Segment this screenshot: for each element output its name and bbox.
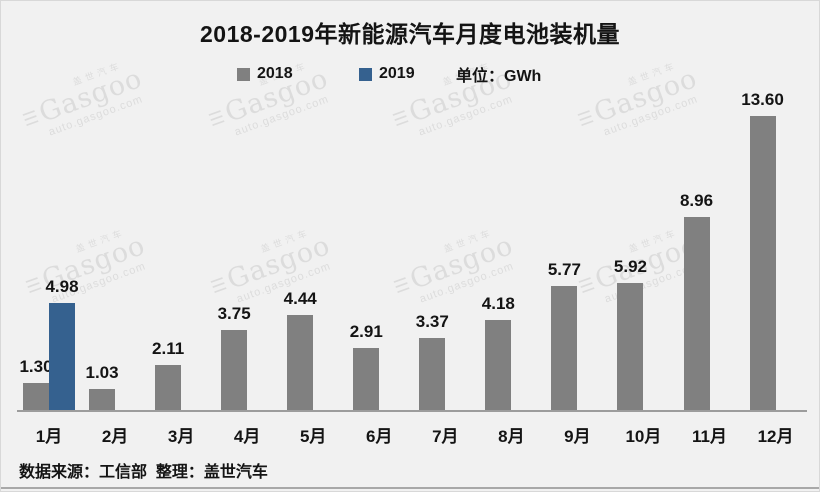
month-label-9月: 9月 bbox=[564, 427, 591, 446]
gasgoo-logo-icon: ☰Gasgoo bbox=[20, 63, 147, 132]
month-label-4月: 4月 bbox=[233, 427, 261, 446]
bar-2018-12月 bbox=[749, 116, 776, 411]
gasgoo-watermark: 盖世汽车 ☰Gasgoo auto.gasgoo.com bbox=[2, 217, 169, 318]
bar-2018-2月 bbox=[89, 389, 116, 411]
legend-label-2019: 2019 bbox=[379, 65, 415, 82]
month-label-6月: 6月 bbox=[366, 427, 393, 446]
value-label-2019-1月: 4.98 bbox=[45, 277, 79, 296]
value-label-2018-6月: 2.91 bbox=[349, 322, 383, 341]
bottom-border bbox=[1, 487, 819, 489]
value-label-2018-10月: 5.92 bbox=[613, 257, 647, 276]
legend-swatch-2018-icon bbox=[237, 67, 250, 81]
month-label-1月: 1月 bbox=[35, 427, 63, 446]
value-label-2018-1月: 1.30 bbox=[19, 357, 53, 376]
watermark-url-text: auto.gasgoo.com bbox=[418, 259, 516, 306]
watermark-cn-text: 盖世汽车 bbox=[626, 60, 679, 88]
month-label-8月: 8月 bbox=[498, 427, 525, 446]
gasgoo-watermark: 盖世汽车 ☰Gasgoo auto.gasgoo.com bbox=[187, 217, 354, 318]
bar-2018-3月 bbox=[155, 365, 182, 411]
bar-2018-7月 bbox=[419, 338, 446, 411]
month-label-5月: 5月 bbox=[299, 427, 327, 446]
value-label-2018-2月: 1.03 bbox=[85, 363, 119, 382]
value-label-2018-7月: 3.37 bbox=[415, 312, 449, 331]
source-note: 数据来源：工信部 整理：盖世汽车 bbox=[19, 464, 268, 481]
bar-2018-6月 bbox=[353, 348, 380, 411]
gasgoo-logo-icon: ☰Gasgoo bbox=[575, 63, 702, 132]
legend-item-2018: 2018 bbox=[237, 65, 293, 83]
legend-item-2019: 2019 bbox=[359, 65, 415, 83]
value-label-2018-3月: 2.11 bbox=[152, 339, 185, 358]
month-label-12月: 12月 bbox=[757, 427, 794, 446]
month-label-2月: 2月 bbox=[101, 427, 129, 446]
gasgoo-watermark: 盖世汽车 ☰Gasgoo auto.gasgoo.com bbox=[554, 50, 721, 151]
watermark-url-text: auto.gasgoo.com bbox=[602, 92, 700, 139]
value-label-2018-11月: 8.96 bbox=[679, 191, 714, 210]
month-label-7月: 7月 bbox=[432, 427, 459, 446]
watermark-cn-text: 盖世汽车 bbox=[71, 60, 124, 88]
month-label-10月: 10月 bbox=[625, 427, 662, 446]
value-label-2018-8月: 4.18 bbox=[481, 294, 515, 313]
chart-title: 2018-2019年新能源汽车月度电池装机量 bbox=[200, 21, 620, 47]
bar-2018-4月 bbox=[221, 330, 248, 411]
bar-2018-1月 bbox=[23, 383, 49, 411]
watermark-cn-text: 盖世汽车 bbox=[259, 227, 312, 255]
value-label-2018-5月: 4.44 bbox=[283, 289, 317, 308]
value-label-2018-9月: 5.77 bbox=[547, 260, 581, 279]
month-label-11月: 11月 bbox=[692, 427, 727, 446]
bar-2018-8月 bbox=[485, 320, 512, 411]
bar-2018-9月 bbox=[551, 286, 578, 411]
bar-2018-11月 bbox=[683, 217, 710, 411]
bar-2018-10月 bbox=[617, 283, 644, 411]
bar-2019-1月 bbox=[49, 303, 75, 411]
gasgoo-logo-icon: ☰Gasgoo bbox=[23, 230, 150, 299]
watermark-url-text: auto.gasgoo.com bbox=[233, 92, 331, 139]
x-axis-line bbox=[17, 410, 807, 412]
watermark-cn-text: 盖世汽车 bbox=[74, 227, 127, 255]
watermark-cn-text: 盖世汽车 bbox=[442, 227, 495, 255]
bar-2018-5月 bbox=[287, 315, 314, 411]
month-label-3月: 3月 bbox=[167, 427, 195, 446]
gasgoo-watermark: 盖世汽车 ☰Gasgoo auto.gasgoo.com bbox=[1, 50, 167, 151]
watermark-url-text: auto.gasgoo.com bbox=[47, 92, 145, 139]
value-label-2018-4月: 3.75 bbox=[217, 304, 251, 323]
legend-swatch-2019-icon bbox=[359, 67, 372, 81]
watermark-url-text: auto.gasgoo.com bbox=[417, 92, 515, 139]
unit-label: 单位：GWh bbox=[456, 68, 542, 85]
value-label-2018-12月: 13.60 bbox=[741, 90, 784, 109]
gasgoo-logo-icon: ☰Gasgoo bbox=[208, 230, 335, 299]
legend-label-2018: 2018 bbox=[257, 65, 293, 82]
